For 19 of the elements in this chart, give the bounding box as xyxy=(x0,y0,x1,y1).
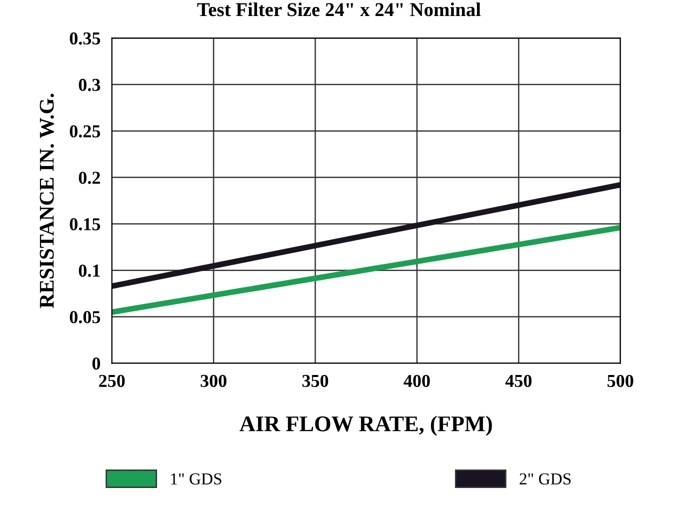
x-tick-label: 300 xyxy=(200,374,226,388)
y-tick-label: 0.15 xyxy=(70,218,100,230)
y-tick-label: 0.25 xyxy=(70,125,100,138)
x-tick-label: 500 xyxy=(608,374,634,388)
legend-label: 2" GDS xyxy=(520,473,571,485)
y-tick-label: 0 xyxy=(92,357,100,370)
x-tick-label: 350 xyxy=(302,374,328,388)
legend-label: 1" GDS xyxy=(171,473,222,485)
x-tick-label: 250 xyxy=(99,374,125,388)
x-tick-label: 450 xyxy=(505,374,532,388)
x-axis-title: AIR FLOW RATE, (FPM) xyxy=(240,416,492,436)
x-tick-label: 400 xyxy=(404,374,430,388)
y-tick-label: 0.35 xyxy=(70,32,100,45)
y-tick-label: 0.05 xyxy=(70,311,100,324)
y-tick-label: 0.2 xyxy=(78,172,100,184)
chart-title: Test Filter Size 24" x 24" Nominal xyxy=(197,2,481,16)
y-axis-title: RESISTANCE IN. W.G. xyxy=(40,94,54,308)
y-tick-label: 0.3 xyxy=(78,78,100,92)
y-tick-label: 0.1 xyxy=(78,264,100,277)
